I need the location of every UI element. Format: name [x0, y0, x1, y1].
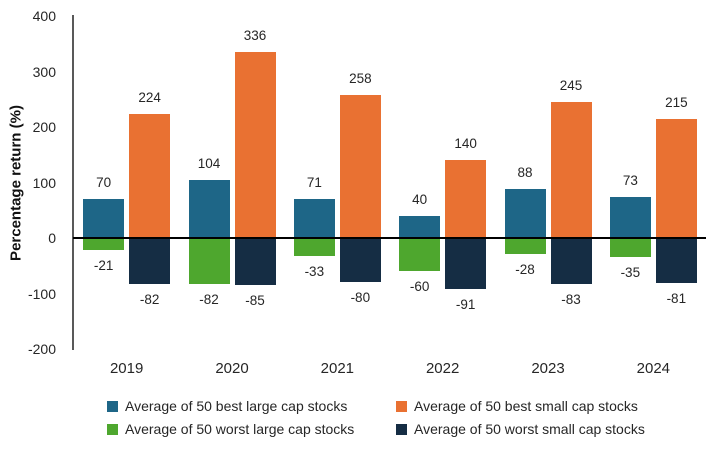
bar-worst-large-cap-2023 [504, 238, 546, 254]
value-label: 258 [349, 70, 372, 86]
bar-best-large-cap-2024 [609, 197, 651, 238]
x-tick-label-2019: 2019 [109, 360, 144, 377]
bar-best-small-cap-2024 [655, 118, 697, 238]
value-label: -33 [304, 264, 325, 280]
value-label: -21 [93, 257, 114, 273]
x-tick-label-2021: 2021 [320, 360, 355, 377]
value-label: -60 [409, 279, 430, 295]
x-tick-label-2024: 2024 [636, 360, 671, 377]
legend-item-worst-small-cap: Average of 50 worst small cap stocks [396, 419, 645, 439]
bar-best-large-cap-2022 [399, 215, 441, 238]
bar-worst-small-cap-2022 [445, 238, 487, 289]
legend-swatch-icon [107, 423, 118, 435]
y-tick-label: -200 [27, 341, 56, 357]
legend-swatch-icon [107, 400, 118, 412]
legend-item-best-large-cap: Average of 50 best large cap stocks [107, 396, 396, 416]
legend-label: Average of 50 worst small cap stocks [414, 421, 645, 437]
bar-best-small-cap-2023 [550, 102, 592, 238]
x-tick-label-2022: 2022 [425, 360, 460, 377]
y-tick-label: 400 [32, 8, 56, 24]
bar-best-large-cap-2023 [504, 189, 546, 238]
bar-worst-small-cap-2020 [234, 238, 276, 286]
bar-worst-large-cap-2024 [609, 238, 651, 258]
bar-best-small-cap-2019 [129, 113, 171, 238]
legend-label: Average of 50 worst large cap stocks [125, 421, 355, 437]
bar-best-small-cap-2020 [234, 51, 276, 238]
y-tick-label: 100 [32, 174, 56, 191]
value-label: -81 [666, 290, 687, 306]
value-label: 224 [138, 89, 161, 105]
y-tick-label: 300 [32, 63, 56, 80]
bar-worst-large-cap-2022 [399, 238, 441, 272]
bar-best-small-cap-2021 [339, 94, 381, 238]
legend: Average of 50 best large cap stocks Avera… [107, 396, 645, 439]
legend-swatch-icon [396, 423, 407, 435]
bar-best-small-cap-2022 [445, 160, 487, 238]
value-label: -91 [455, 296, 476, 312]
bar-best-large-cap-2020 [188, 180, 230, 238]
value-label: -80 [350, 290, 371, 306]
y-axis-line [72, 15, 74, 350]
value-label: 245 [559, 78, 583, 94]
bar-worst-small-cap-2023 [550, 238, 592, 285]
legend-label: Average of 50 best small cap stocks [414, 398, 638, 414]
bar-worst-small-cap-2024 [655, 238, 697, 283]
y-tick-label: 200 [32, 119, 56, 135]
bar-worst-large-cap-2019 [83, 238, 125, 250]
value-label: 88 [517, 165, 533, 181]
value-label: -82 [199, 291, 219, 307]
y-tick-label: -100 [27, 285, 56, 302]
legend-item-best-small-cap: Average of 50 best small cap stocks [396, 396, 645, 416]
x-tick-label-2023: 2023 [531, 360, 565, 377]
value-label: 336 [243, 27, 267, 43]
value-label: 140 [454, 136, 477, 152]
value-label: -83 [561, 292, 581, 308]
bar-worst-large-cap-2020 [188, 238, 230, 284]
value-label: -35 [620, 265, 641, 281]
value-label: 104 [197, 156, 221, 172]
legend-swatch-icon [396, 400, 407, 412]
bar-best-large-cap-2019 [83, 199, 125, 238]
x-tick-label-2020: 2020 [215, 360, 249, 377]
legend-label: Average of 50 best large cap stocks [125, 398, 348, 414]
bar-worst-small-cap-2019 [129, 238, 171, 284]
value-label: 215 [665, 94, 688, 110]
y-tick-label: 0 [48, 230, 56, 246]
value-label: -28 [515, 261, 535, 277]
bar-worst-small-cap-2021 [339, 238, 381, 283]
value-label: 71 [306, 174, 322, 190]
bar-best-large-cap-2021 [293, 198, 335, 238]
value-label: 70 [96, 175, 112, 191]
value-label: 73 [622, 173, 638, 189]
bar-worst-large-cap-2021 [293, 238, 335, 257]
value-label: -85 [245, 293, 265, 309]
value-label: -82 [139, 291, 160, 307]
legend-item-worst-large-cap: Average of 50 worst large cap stocks [107, 419, 396, 439]
value-label: 40 [412, 191, 428, 207]
x-axis-zero-line [73, 237, 706, 239]
